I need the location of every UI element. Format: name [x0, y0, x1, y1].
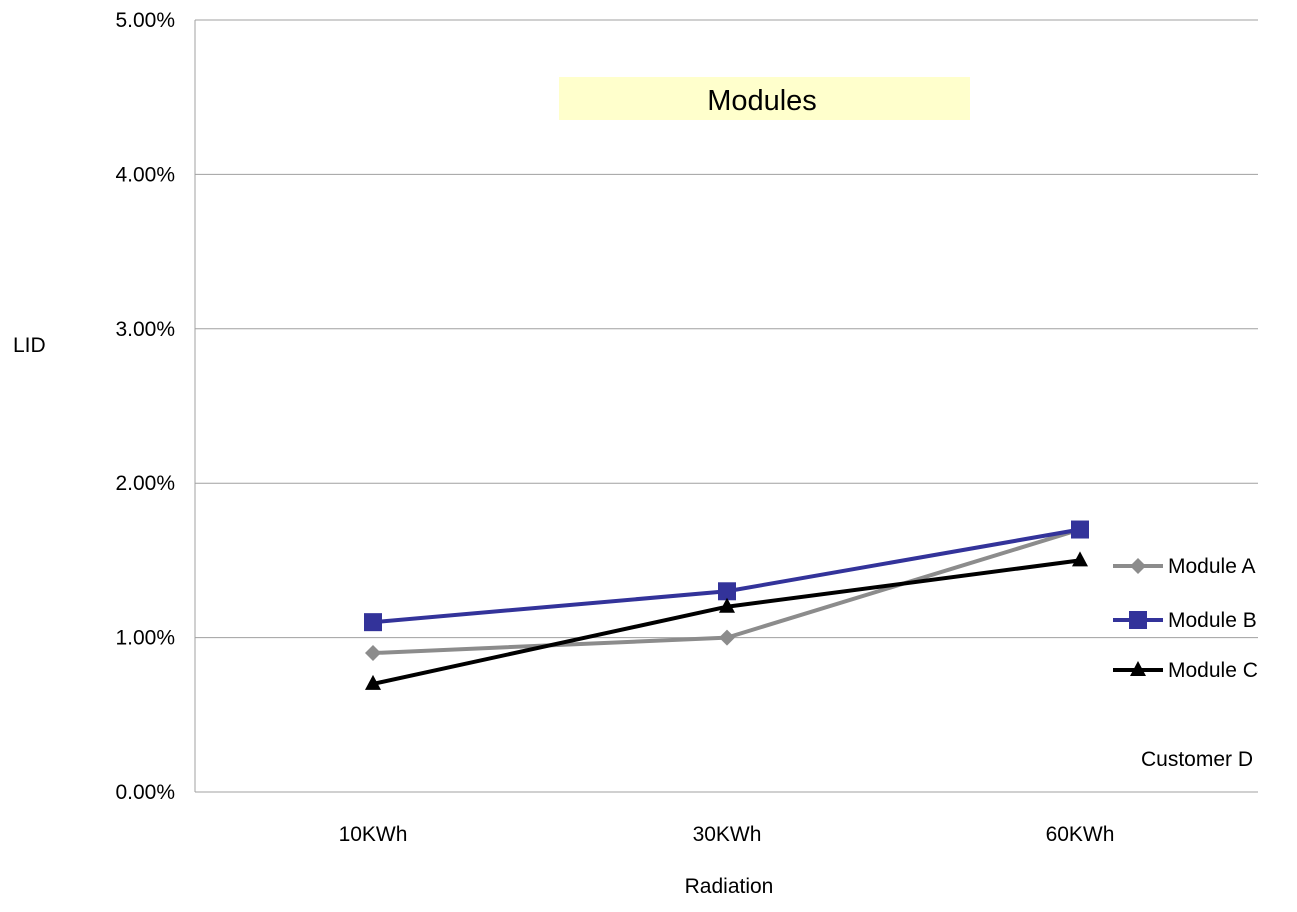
y-tick-label: 2.00% — [115, 472, 175, 495]
legend-item: Module C — [1113, 659, 1258, 682]
x-axis-label: Radiation — [685, 875, 774, 898]
x-tick-label: 60KWh — [1046, 823, 1115, 846]
legend-label: Module A — [1168, 555, 1256, 578]
legend-item: Module B — [1113, 609, 1257, 632]
y-tick-label: 1.00% — [115, 627, 175, 650]
x-tick-label: 10KWh — [339, 823, 408, 846]
x-tick-labels: 10KWh 30KWh 60KWh — [339, 823, 1115, 846]
y-axis-label: LID — [13, 334, 46, 357]
x-tick-label: 30KWh — [693, 823, 762, 846]
data-point — [364, 613, 382, 632]
legend-item: Module A — [1113, 555, 1256, 578]
data-point — [718, 582, 736, 601]
data-point — [1072, 551, 1088, 567]
series-module-b — [364, 520, 1089, 632]
data-point — [719, 597, 735, 613]
data-point — [719, 629, 735, 646]
y-tick-label: 5.00% — [115, 9, 175, 32]
legend-marker — [1130, 661, 1146, 676]
gridlines — [195, 19, 1258, 793]
series-lines — [364, 520, 1089, 690]
series-module-c — [365, 551, 1088, 690]
legend-marker — [1129, 611, 1147, 629]
plot-area — [195, 20, 1258, 792]
chart-title: Modules — [707, 85, 817, 117]
legend-marker — [1130, 558, 1146, 574]
legend-label: Module C — [1168, 659, 1258, 682]
data-point — [365, 674, 381, 690]
title-background — [559, 77, 970, 120]
customer-annotation: Customer D — [1141, 748, 1253, 771]
data-point — [1071, 520, 1089, 539]
legend-label: Module B — [1168, 609, 1257, 632]
y-tick-label: 0.00% — [115, 781, 175, 804]
y-tick-labels: 0.00% 1.00% 2.00% 3.00% 4.00% 5.00% — [115, 9, 175, 804]
legend: Module A Module B Module C — [1113, 555, 1258, 682]
y-tick-label: 3.00% — [115, 318, 175, 341]
y-tick-label: 4.00% — [115, 163, 175, 186]
data-point — [365, 645, 381, 662]
